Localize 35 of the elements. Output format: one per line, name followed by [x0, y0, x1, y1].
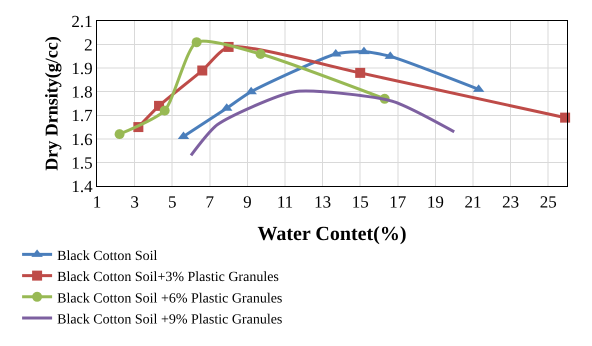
y-tick-label: 1.4 — [71, 176, 94, 196]
legend-label: Black Cotton Soil — [57, 248, 158, 264]
x-tick-label: 21 — [464, 192, 482, 212]
legend-label: Black Cotton Soil +9% Plastic Granules — [57, 312, 282, 328]
x-tick-label: 19 — [426, 192, 444, 212]
point — [192, 37, 202, 48]
point — [160, 106, 170, 116]
y-tick-label: 1.5 — [71, 153, 93, 172]
x-tick-label: 5 — [168, 192, 176, 212]
y-tick-label: 2.1 — [71, 12, 93, 31]
point — [256, 49, 266, 59]
point — [355, 68, 366, 78]
x-tick-label: 23 — [502, 192, 520, 212]
point — [560, 112, 570, 123]
legend-label: Black Cotton Soil +6% Plastic Granules — [57, 291, 282, 306]
point — [114, 129, 125, 140]
x-tick-label: 11 — [276, 192, 294, 212]
y-tick-label: 1.8 — [71, 82, 93, 102]
y-tick-label: 2 — [84, 36, 93, 55]
y-tick-label: 1.9 — [71, 59, 93, 78]
x-tick-label: 1 — [92, 192, 102, 212]
y-tick-label: 1.6 — [71, 130, 93, 149]
legend-label: Black Cotton Soil+3% Plastic Granules — [57, 270, 279, 286]
y-axis-title: Dry Drnsity(g/cc) — [42, 36, 62, 171]
line-series — [190, 90, 456, 157]
y-tick-label: 1.7 — [71, 106, 94, 126]
x-tick-label: 17 — [389, 192, 407, 212]
x-tick-label: 9 — [243, 192, 252, 212]
x-tick-label: 3 — [130, 192, 139, 212]
x-tick-label: 25 — [540, 192, 557, 212]
x-tick-label: 7 — [206, 192, 215, 212]
x-axis-title: Water Contet(%) — [257, 222, 407, 245]
x-tick-label: 15 — [352, 192, 369, 212]
x-tick-label: 13 — [314, 192, 332, 212]
point — [197, 66, 208, 76]
